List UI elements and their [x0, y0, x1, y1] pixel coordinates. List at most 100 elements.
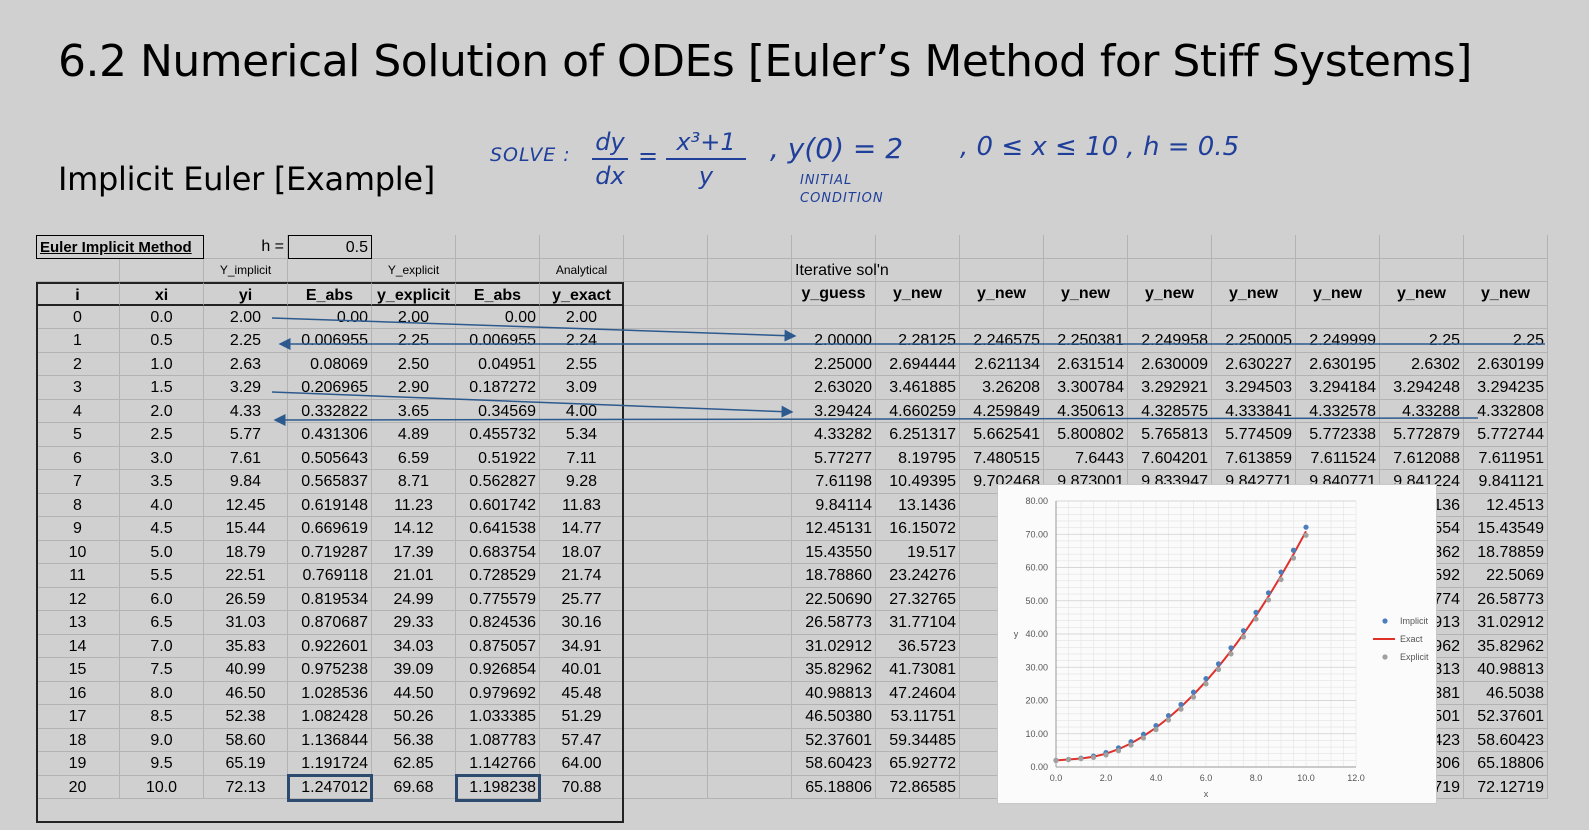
- table-cell[interactable]: 4.33: [204, 399, 288, 423]
- sheet-cell[interactable]: [624, 376, 708, 400]
- iter-cell[interactable]: 5.662541: [960, 423, 1044, 447]
- sheet-cell[interactable]: [372, 235, 456, 259]
- table-cell[interactable]: 5.0: [120, 540, 204, 564]
- iter-cell[interactable]: [1212, 305, 1296, 329]
- iter-cell[interactable]: 7.604201: [1128, 446, 1212, 470]
- sheet-cell[interactable]: [960, 258, 1044, 282]
- iter-cell[interactable]: 2.631514: [1044, 352, 1128, 376]
- iter-cell[interactable]: 9.84114: [792, 493, 876, 517]
- iter-cell[interactable]: 52.37601: [792, 728, 876, 752]
- sheet-cell[interactable]: [708, 493, 792, 517]
- table-cell[interactable]: 4.5: [120, 517, 204, 541]
- table-cell[interactable]: 0.975238: [288, 658, 372, 682]
- table-cell[interactable]: 0.870687: [288, 611, 372, 635]
- sheet-cell[interactable]: [456, 235, 540, 259]
- iter-cell[interactable]: 8.19795: [876, 446, 960, 470]
- iter-cell[interactable]: 31.77104: [876, 611, 960, 635]
- iter-cell[interactable]: 3.292921: [1128, 376, 1212, 400]
- sheet-cell[interactable]: [1380, 235, 1464, 259]
- sheet-cell[interactable]: [1212, 258, 1296, 282]
- iter-cell[interactable]: 5.772338: [1296, 423, 1380, 447]
- iter-cell[interactable]: 5.765813: [1128, 423, 1212, 447]
- iter-cell[interactable]: 7.6443: [1044, 446, 1128, 470]
- sheet-cell[interactable]: [1464, 235, 1548, 259]
- iter-cell[interactable]: [1464, 305, 1548, 329]
- iter-cell[interactable]: [1128, 305, 1212, 329]
- table-cell[interactable]: 0.04951: [456, 352, 540, 376]
- iter-cell[interactable]: 5.800802: [1044, 423, 1128, 447]
- table-cell[interactable]: 0.619148: [288, 493, 372, 517]
- table-cell[interactable]: 5.77: [204, 423, 288, 447]
- iter-cell[interactable]: 40.98813: [1464, 658, 1548, 682]
- sheet-cell[interactable]: [1044, 235, 1128, 259]
- table-cell[interactable]: 2.50: [372, 352, 456, 376]
- table-cell[interactable]: 3.0: [120, 446, 204, 470]
- iter-cell[interactable]: [960, 305, 1044, 329]
- iter-cell[interactable]: 2.28125: [876, 329, 960, 353]
- table-cell[interactable]: 21.74: [540, 564, 624, 588]
- table-cell[interactable]: 2.00: [204, 305, 288, 329]
- table-cell[interactable]: 2.0: [120, 399, 204, 423]
- iter-cell[interactable]: 19.517: [876, 540, 960, 564]
- table-cell[interactable]: 69.68: [372, 775, 456, 799]
- sheet-cell[interactable]: [288, 258, 372, 282]
- table-cell[interactable]: 5.34: [540, 423, 624, 447]
- sheet-cell[interactable]: [624, 352, 708, 376]
- iter-cell[interactable]: 58.60423: [1464, 728, 1548, 752]
- table-cell[interactable]: 64.00: [540, 752, 624, 776]
- table-cell[interactable]: 3.09: [540, 376, 624, 400]
- table-cell[interactable]: 29.33: [372, 611, 456, 635]
- table-cell[interactable]: 1.082428: [288, 705, 372, 729]
- sheet-cell[interactable]: [708, 376, 792, 400]
- iter-cell[interactable]: 2.63020: [792, 376, 876, 400]
- iter-cell[interactable]: 3.294235: [1464, 376, 1548, 400]
- sheet-cell[interactable]: [624, 423, 708, 447]
- table-cell[interactable]: 2.00: [540, 305, 624, 329]
- sheet-cell[interactable]: [624, 282, 708, 306]
- table-cell[interactable]: 34.03: [372, 634, 456, 658]
- iter-cell[interactable]: 31.02912: [792, 634, 876, 658]
- sheet-cell[interactable]: [624, 658, 708, 682]
- table-cell[interactable]: 3.5: [120, 470, 204, 494]
- table-cell[interactable]: 0.5: [120, 329, 204, 353]
- iter-cell[interactable]: 3.294248: [1380, 376, 1464, 400]
- iter-cell[interactable]: 2.25: [1464, 329, 1548, 353]
- sheet-cell[interactable]: [708, 423, 792, 447]
- table-cell[interactable]: 14.12: [372, 517, 456, 541]
- table-cell[interactable]: 1.5: [120, 376, 204, 400]
- sheet-cell[interactable]: [624, 728, 708, 752]
- iter-cell[interactable]: 4.350613: [1044, 399, 1128, 423]
- table-cell[interactable]: 0.431306: [288, 423, 372, 447]
- table-cell[interactable]: 6.0: [120, 587, 204, 611]
- table-cell[interactable]: 12.45: [204, 493, 288, 517]
- sheet-cell[interactable]: [1044, 258, 1128, 282]
- table-cell[interactable]: 70.88: [540, 775, 624, 799]
- table-cell[interactable]: 65.19: [204, 752, 288, 776]
- iter-cell[interactable]: 12.4513: [1464, 493, 1548, 517]
- sheet-cell[interactable]: [624, 634, 708, 658]
- sheet-cell[interactable]: [1128, 235, 1212, 259]
- table-cell[interactable]: 9.84: [204, 470, 288, 494]
- table-cell[interactable]: 6: [36, 446, 120, 470]
- sheet-cell[interactable]: [708, 235, 792, 259]
- table-cell[interactable]: 19: [36, 752, 120, 776]
- table-cell[interactable]: 6.59: [372, 446, 456, 470]
- table-cell[interactable]: 9.28: [540, 470, 624, 494]
- table-cell[interactable]: 0.51922: [456, 446, 540, 470]
- sheet-cell[interactable]: [624, 470, 708, 494]
- sheet-cell[interactable]: [624, 587, 708, 611]
- sheet-cell[interactable]: [708, 399, 792, 423]
- sheet-cell[interactable]: [708, 470, 792, 494]
- table-cell[interactable]: 0.455732: [456, 423, 540, 447]
- iter-cell[interactable]: 22.5069: [1464, 564, 1548, 588]
- table-cell[interactable]: 44.50: [372, 681, 456, 705]
- table-cell[interactable]: 39.09: [372, 658, 456, 682]
- iter-cell[interactable]: 5.772744: [1464, 423, 1548, 447]
- iter-cell[interactable]: 2.694444: [876, 352, 960, 376]
- iter-cell[interactable]: 72.12719: [1464, 775, 1548, 799]
- table-cell[interactable]: 0.565837: [288, 470, 372, 494]
- sheet-cell[interactable]: [1380, 258, 1464, 282]
- iter-cell[interactable]: 36.5723: [876, 634, 960, 658]
- table-cell[interactable]: 18.79: [204, 540, 288, 564]
- table-cell[interactable]: 2.5: [120, 423, 204, 447]
